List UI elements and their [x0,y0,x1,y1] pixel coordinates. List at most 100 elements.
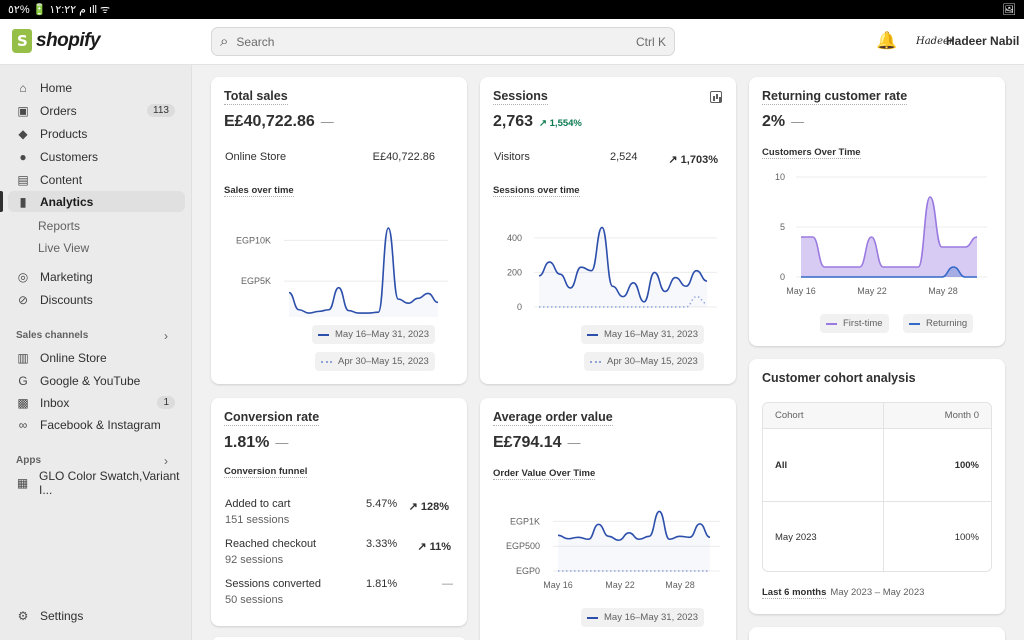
sidebar-item-customers[interactable]: ● Customers [8,146,185,167]
sidebar-item-facebook-instagram[interactable]: ∞ Facebook & Instagram [8,414,185,435]
sidebar-item-live-view[interactable]: Live View [38,240,90,255]
sidebar-item-discounts[interactable]: ⊘ Discounts [17,292,93,307]
sidebar-item-marketing[interactable]: ◎ Marketing [17,269,93,284]
column-header-cohort: Cohort [775,410,804,421]
series-area-fill [539,227,707,307]
customers-area-chart: 0 5 10 May 16 May 22 May 28 [775,172,987,296]
series-line-current [801,266,977,278]
active-indicator [0,191,3,212]
table-header [763,403,991,429]
search-icon: ⌕ [220,33,229,50]
analytics-icon: ▮ [19,194,27,209]
sidebar-item-content[interactable]: ▤ Content [17,172,83,187]
returning-customer-card[interactable]: Returning customer rate 2% — Customers Ov… [749,77,1005,346]
sidebar-item-settings[interactable]: ⚙ Settings [17,608,84,623]
shopify-logo[interactable]: shopify [12,29,101,53]
table-row-value: 100% [954,532,979,543]
y-tick-label: EGP500 [506,541,540,551]
gallery-icon: 🖼 [1002,4,1016,16]
sidebar-item-google-youtube[interactable]: G Google & YouTube [8,370,185,391]
funnel-step-label: Sessions converted [225,578,321,590]
legend-current-period[interactable]: May 16–May 31, 2023 [581,325,705,344]
visitors-delta: ↗ 1,703% [668,154,718,166]
gear-icon: ⚙ [17,608,29,623]
area-fill-returning [801,267,977,277]
cohort-analysis-card[interactable]: Customer cohort analysis Cohort Month 0 … [749,359,1005,614]
home-icon: ⌂ [19,80,27,95]
table-row-value: 100% [954,460,979,471]
inbox-icon: ▩ [17,395,29,410]
sessions-card[interactable]: Sessions 2,763 ↗ 1,554% Visitors 2,524 ↗ … [480,77,736,384]
legend-previous-period[interactable]: Apr 30–May 15, 2023 [584,352,704,371]
y-tick-label: 5 [780,222,785,232]
aov-value: E£794.14— [493,434,581,451]
x-tick-label: May 28 [665,580,695,590]
breakdown-label: Online Store [225,151,287,163]
apps-label: Apps [16,455,41,466]
sessions-line-chart: 0 200 400 May 16 May 22 May 28 [507,226,717,317]
x-tick-label: May 22 [605,580,635,590]
legend-current-period[interactable]: May 16–May 31, 2023 [581,608,705,627]
sidebar-item-products[interactable]: ◆ Products [8,123,185,144]
chart-title: Sessions over time [493,185,580,197]
y-tick-label: EGP5K [241,276,271,286]
user-signature: Hadeer [916,36,954,47]
legend-returning[interactable]: Returning [903,314,974,333]
conversion-rate-value: 1.81% — [224,434,289,451]
sidebar-item-home[interactable]: ⌂ Home [8,77,185,98]
sidebar-item-reports[interactable]: Reports [38,218,81,233]
chart-title: Customers Over Time [762,147,861,159]
store-icon: ▥ [17,350,29,365]
y-tick-label: EGP0 [516,566,540,576]
cohort-period-range: May 2023 – May 2023 [830,587,925,598]
funnel-step-sessions: 92 sessions [225,554,284,566]
total-sales-card[interactable]: Total sales E£40,722.86— Online Store E£… [211,77,467,384]
discount-icon: ⊘ [17,292,29,307]
series-line-current [288,227,439,314]
chevron-right-icon[interactable]: › [164,454,168,468]
funnel-step-label: Reached checkout [225,538,317,550]
conversion-rate-card[interactable]: Conversion rate 1.81% — Conversion funnel… [211,398,467,626]
search-bar[interactable]: ⌕ Search Ctrl K [211,27,675,56]
funnel-step-delta: ↗ 11% [417,541,451,553]
bar-chart-icon[interactable] [710,91,722,103]
legend-previous-period[interactable]: Apr 30–May 15, 2023 [315,352,435,371]
top-bar: shopify ⌕ Search Ctrl K 🔔 Hadeer Hadeer … [0,19,1024,65]
user-name[interactable]: Hadeer Nabil [946,34,1020,48]
sidebar-item-online-store[interactable]: ▥ Online Store [17,350,107,365]
sidebar-item-app[interactable]: ▦ GLO Color Swatch,Variant I... [16,468,180,497]
sidebar-item-analytics[interactable]: ▮ Analytics [8,191,185,212]
funnel-step-label: Added to cart [225,498,291,510]
funnel-step-delta: — [442,578,453,590]
table-row-cohort: May 2023 [775,532,817,543]
card-title: Sessions [493,89,548,105]
total-sales-value: E£40,722.86— [224,113,334,130]
inbox-count-badge: 1 [157,396,175,409]
y-tick-label: EGP10K [236,235,271,245]
y-tick-label: EGP1K [510,516,540,526]
tag-icon: ◆ [18,126,28,141]
content-icon: ▤ [17,172,29,187]
area-fill-first-time [801,197,977,277]
sidebar-item-inbox[interactable]: ▩ Inbox 1 [8,392,185,413]
card-title: Average order value [493,410,613,426]
cohort-period-label[interactable]: Last 6 months [762,587,827,599]
sidebar-item-orders[interactable]: ▣ Orders 113 [8,100,185,121]
search-placeholder: Search [236,34,275,49]
system-status-bar: م ١٢:٢٢ 🔋 %٥٢ ıll ᯤ 🖼 [0,0,1024,19]
x-tick-label: May 16 [524,316,554,317]
bell-icon[interactable]: 🔔 [876,31,898,50]
average-order-value-card[interactable]: Average order value E£794.14— Order Valu… [480,398,736,640]
app-icon: ▦ [16,475,29,490]
chevron-right-icon[interactable]: › [164,329,168,343]
shopify-bag-icon [12,29,32,53]
series-line-current [538,226,708,303]
x-tick-label: May 22 [593,316,623,317]
legend-first-time[interactable]: First-time [820,314,889,333]
chart-title: Order Value Over Time [493,468,596,480]
y-tick-label: 0 [780,272,785,282]
legend-current-period[interactable]: May 16–May 31, 2023 [312,325,436,344]
x-tick-label: May 28 [661,316,691,317]
series-line-previous [538,295,708,308]
